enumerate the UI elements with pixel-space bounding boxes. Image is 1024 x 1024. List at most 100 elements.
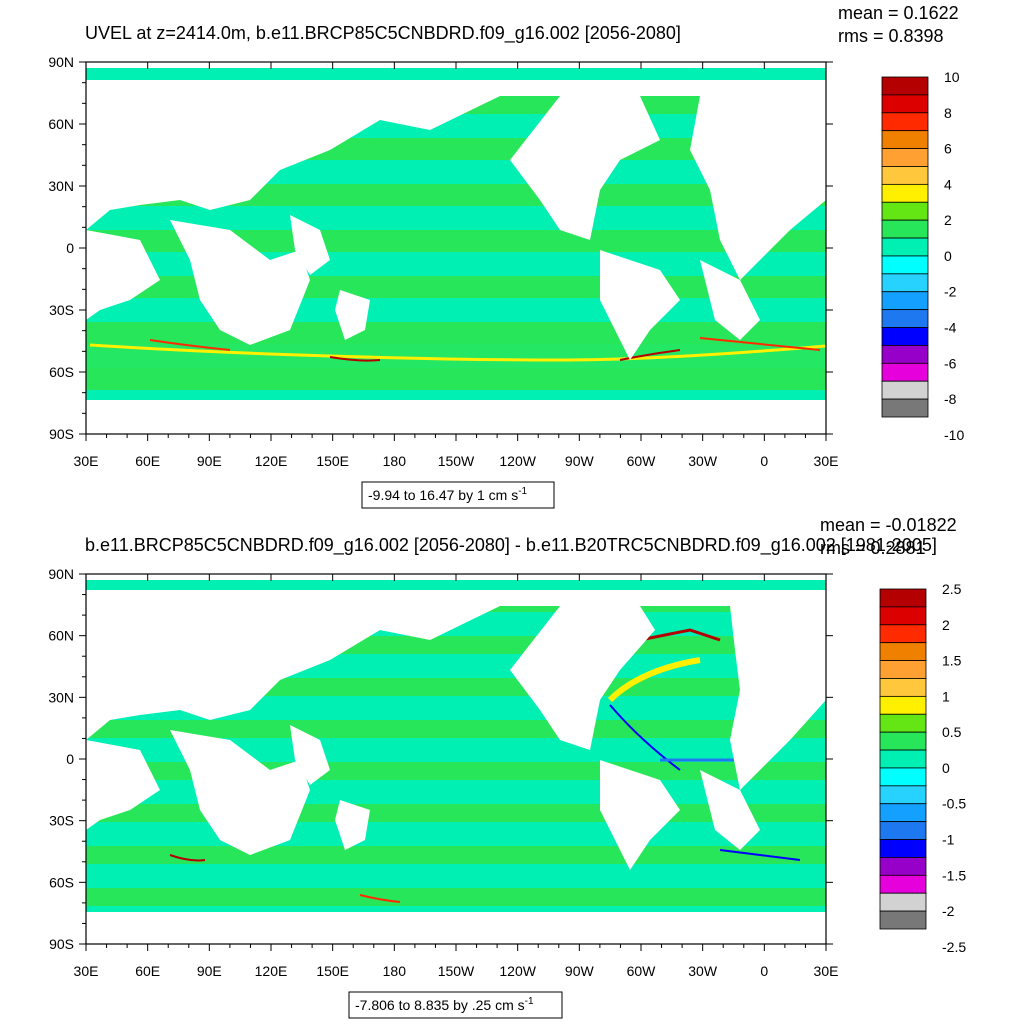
colorbar-swatch xyxy=(879,857,927,876)
panel-1: UVEL at z=2414.0m, b.e11.BRCP85C5CNBDRD.… xyxy=(48,3,964,509)
colorbar-label: 4 xyxy=(944,176,952,192)
x-tick-label: 30W xyxy=(688,963,718,979)
colorbar-swatch xyxy=(881,148,929,167)
panel-2-colorbar: 2.5 2 1.5 1 0.5 0 -0.5 -1 -1.5 -2 -2.5 xyxy=(879,581,966,955)
colorbar-swatch xyxy=(881,219,929,239)
y-tick-label: 0 xyxy=(66,751,74,767)
colorbar-swatch xyxy=(879,624,927,644)
colorbar-label: -2 xyxy=(942,903,955,919)
y-tick-label: 0 xyxy=(66,240,74,256)
panel-1-rms: rms = 0.8398 xyxy=(838,26,944,46)
panel-1-map xyxy=(86,62,827,434)
colorbar-swatch xyxy=(881,345,929,364)
colorbar-label: -6 xyxy=(944,355,957,371)
x-tick-label: 60W xyxy=(627,963,657,979)
y-tick-label: 90S xyxy=(49,936,74,952)
x-tick-label: 30E xyxy=(74,453,99,469)
panel-1-range-label: -9.94 to 16.47 by 1 cm s-1 xyxy=(368,486,528,503)
y-tick-label: 90N xyxy=(48,566,74,582)
y-tick-label: 60S xyxy=(49,874,74,890)
colorbar-label: 10 xyxy=(944,69,960,85)
panel-1-colorbar: 10 8 6 4 2 0 -2 -4 -6 -8 -10 xyxy=(881,69,964,443)
panel-2: b.e11.BRCP85C5CNBDRD.f09_g16.002 [2056-2… xyxy=(48,515,966,1019)
panel-1-title: UVEL at z=2414.0m, b.e11.BRCP85C5CNBDRD.… xyxy=(85,23,681,44)
x-tick-label: 90E xyxy=(197,963,222,979)
colorbar-swatch xyxy=(879,713,927,733)
y-tick-label: 30S xyxy=(49,813,74,829)
colorbar-label: -4 xyxy=(944,320,957,336)
colorbar-swatch xyxy=(879,821,927,840)
x-tick-label: 150W xyxy=(438,963,475,979)
colorbar-swatch xyxy=(881,291,929,311)
x-tick-label: 120W xyxy=(499,453,536,469)
x-tick-label: 120W xyxy=(499,963,536,979)
colorbar-swatch xyxy=(881,380,929,400)
colorbar-swatch xyxy=(881,94,929,114)
panel-2-range-box: -7.806 to 8.835 by .25 cm s-1 xyxy=(348,991,563,1019)
panel-1-y-axis: 90N 60N 30N 0 30S 60S 90S xyxy=(48,54,833,442)
y-tick-label: 30N xyxy=(48,178,74,194)
colorbar-swatch xyxy=(879,749,927,769)
colorbar-label: 0.5 xyxy=(942,724,962,740)
x-tick-label: 30E xyxy=(814,963,839,979)
colorbar-label: 1.5 xyxy=(942,653,962,669)
x-tick-label: 0 xyxy=(760,963,768,979)
colorbar-swatch xyxy=(879,767,927,787)
panel-2-map xyxy=(86,574,826,944)
colorbar-swatch xyxy=(881,309,929,328)
panel-1-mean: mean = 0.1622 xyxy=(838,3,959,23)
y-tick-label: 90N xyxy=(48,54,74,70)
colorbar-swatch xyxy=(879,678,927,697)
y-tick-label: 30N xyxy=(48,689,74,705)
panel-1-x-axis: 30E 60E 90E 120E 150E 180 150W 120W 90W 60W 30W 0 30… xyxy=(74,62,839,469)
colorbar-swatch xyxy=(879,660,927,679)
colorbar-swatch xyxy=(881,112,929,132)
colorbar-label: -1 xyxy=(942,832,955,848)
panel-2-title: b.e11.BRCP85C5CNBDRD.f09_g16.002 [2056-2… xyxy=(85,535,937,556)
colorbar-swatch xyxy=(879,839,927,858)
x-tick-label: 150W xyxy=(438,453,475,469)
panel-1-range-box: -9.94 to 16.47 by 1 cm s-1 xyxy=(361,481,555,509)
colorbar-swatch xyxy=(881,398,929,418)
colorbar-swatch xyxy=(879,606,927,626)
panel-2-y-axis: 90N 60N 30N 0 30S 60S 90S xyxy=(48,566,833,952)
colorbar-swatch xyxy=(879,910,927,930)
colorbar-swatch xyxy=(879,695,927,715)
colorbar-swatch xyxy=(879,642,927,661)
x-tick-label: 120E xyxy=(255,453,288,469)
colorbar-swatch xyxy=(881,327,929,346)
colorbar-swatch xyxy=(879,785,927,805)
x-tick-label: 30E xyxy=(74,963,99,979)
colorbar-label: -10 xyxy=(944,427,964,443)
colorbar-swatch xyxy=(879,731,927,751)
colorbar-swatch xyxy=(879,874,927,894)
y-tick-label: 30S xyxy=(49,302,74,318)
colorbar-label: 6 xyxy=(944,141,952,157)
panel-2-rms: rms = 0.2881 xyxy=(820,538,926,558)
colorbar-swatch xyxy=(881,201,929,221)
panel-2-range-label: -7.806 to 8.835 by .25 cm s-1 xyxy=(355,996,534,1013)
y-tick-label: 60N xyxy=(48,628,74,644)
x-tick-label: 90E xyxy=(197,453,222,469)
x-tick-label: 30E xyxy=(814,453,839,469)
colorbar-swatch xyxy=(879,892,927,912)
x-tick-label: 60W xyxy=(627,453,657,469)
panel-2-x-axis: 30E 60E 90E 120E 150E 180 150W 120W 90W 60W 30W 0 30… xyxy=(74,574,839,979)
x-tick-label: 30W xyxy=(688,453,718,469)
colorbar-label: 2 xyxy=(944,212,952,228)
colorbar-swatch xyxy=(881,130,929,149)
colorbar-label: 2.5 xyxy=(942,581,962,597)
colorbar-swatch xyxy=(881,273,929,293)
x-tick-label: 90W xyxy=(565,963,595,979)
colorbar-swatch xyxy=(881,183,929,203)
colorbar-swatch xyxy=(879,803,927,823)
colorbar-label: 0 xyxy=(944,248,952,264)
colorbar-swatch xyxy=(881,255,929,275)
colorbar-swatch xyxy=(881,166,929,185)
panel-2-mean: mean = -0.01822 xyxy=(820,515,957,535)
colorbar-label: 2 xyxy=(942,617,950,633)
x-tick-label: 150E xyxy=(316,453,349,469)
x-tick-label: 120E xyxy=(255,963,288,979)
x-tick-label: 60E xyxy=(135,963,160,979)
